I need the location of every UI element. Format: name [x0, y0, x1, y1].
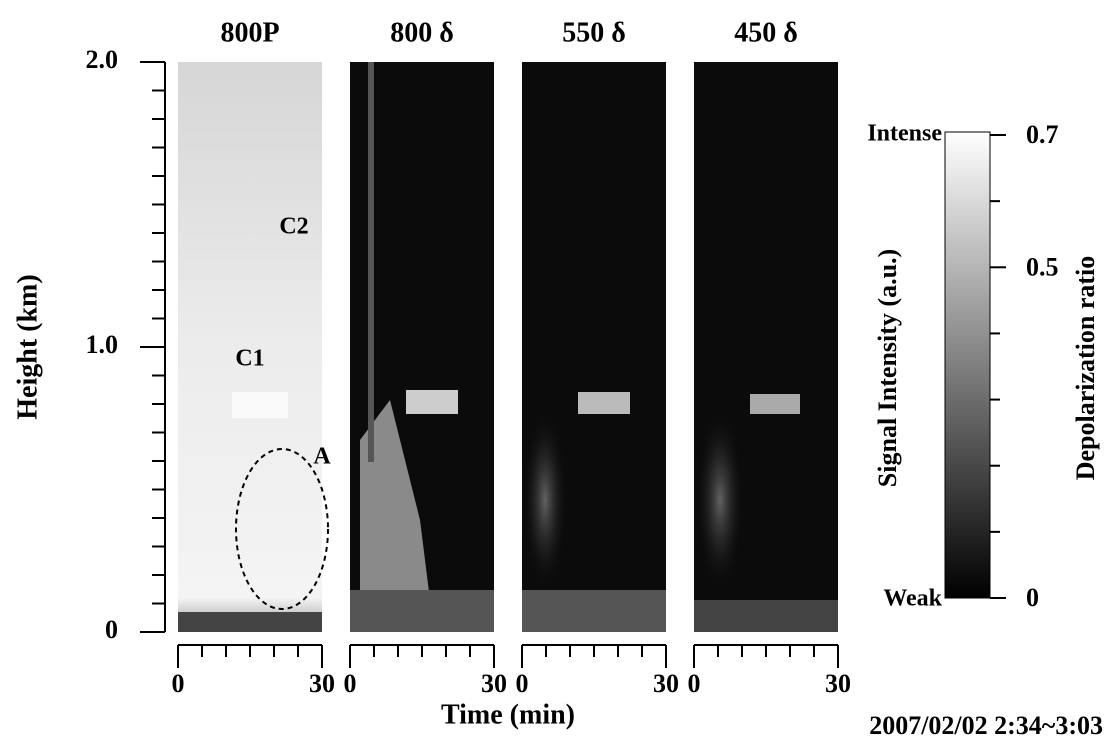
x-axis-label: Time (min) [441, 699, 575, 730]
colorbar-bottom-label: Weak [883, 586, 942, 612]
x-tick-label: 30 [825, 669, 851, 698]
y-tick-label: 0 [105, 615, 118, 644]
cloud [750, 394, 800, 414]
ground [694, 600, 838, 632]
region-a [235, 448, 329, 610]
plume [696, 410, 744, 590]
ground [522, 590, 666, 632]
x-tick-label: 0 [172, 669, 185, 698]
image-800p [178, 62, 322, 632]
y-tick-label: 1.0 [86, 330, 119, 359]
streak [368, 62, 374, 462]
x-tick-label: 30 [309, 669, 335, 698]
cloud [578, 392, 630, 414]
cloud [232, 392, 288, 418]
panel-title: 450 δ [734, 17, 798, 48]
y-axis-label: Height (km) [12, 274, 43, 419]
annotation: C2 [279, 214, 308, 240]
annotation: A [313, 444, 331, 470]
colorbar-left-title: Signal Intensity (a.u.) [873, 249, 902, 487]
x-tick-label: 30 [653, 669, 679, 698]
footnote: 2007/02/02 2:34~3:03 [869, 711, 1103, 740]
panel-title: 800P [220, 17, 279, 48]
plume [523, 410, 567, 590]
colorbar-tick-label: 0 [1026, 583, 1039, 612]
colorbar-tick-label: 0.7 [1026, 120, 1059, 149]
panel-title: 800 δ [390, 17, 454, 48]
panel-title: 550 δ [562, 17, 626, 48]
x-tick-label: 30 [481, 669, 507, 698]
annotation: C1 [235, 346, 264, 372]
ground [178, 612, 322, 632]
colorbar-right-title: Depolarization ratio [1071, 256, 1100, 481]
y-tick-label: 2.0 [86, 45, 119, 74]
colorbar-top-label: Intense [867, 121, 942, 147]
colorbar-tick-label: 0.5 [1026, 252, 1059, 281]
ground [350, 590, 494, 632]
plume [360, 400, 430, 600]
panel-images [178, 62, 838, 632]
colorbar [944, 131, 991, 599]
x-tick-label: 0 [688, 669, 701, 698]
x-tick-label: 0 [516, 669, 529, 698]
cloud [406, 390, 458, 414]
x-tick-label: 0 [344, 669, 357, 698]
